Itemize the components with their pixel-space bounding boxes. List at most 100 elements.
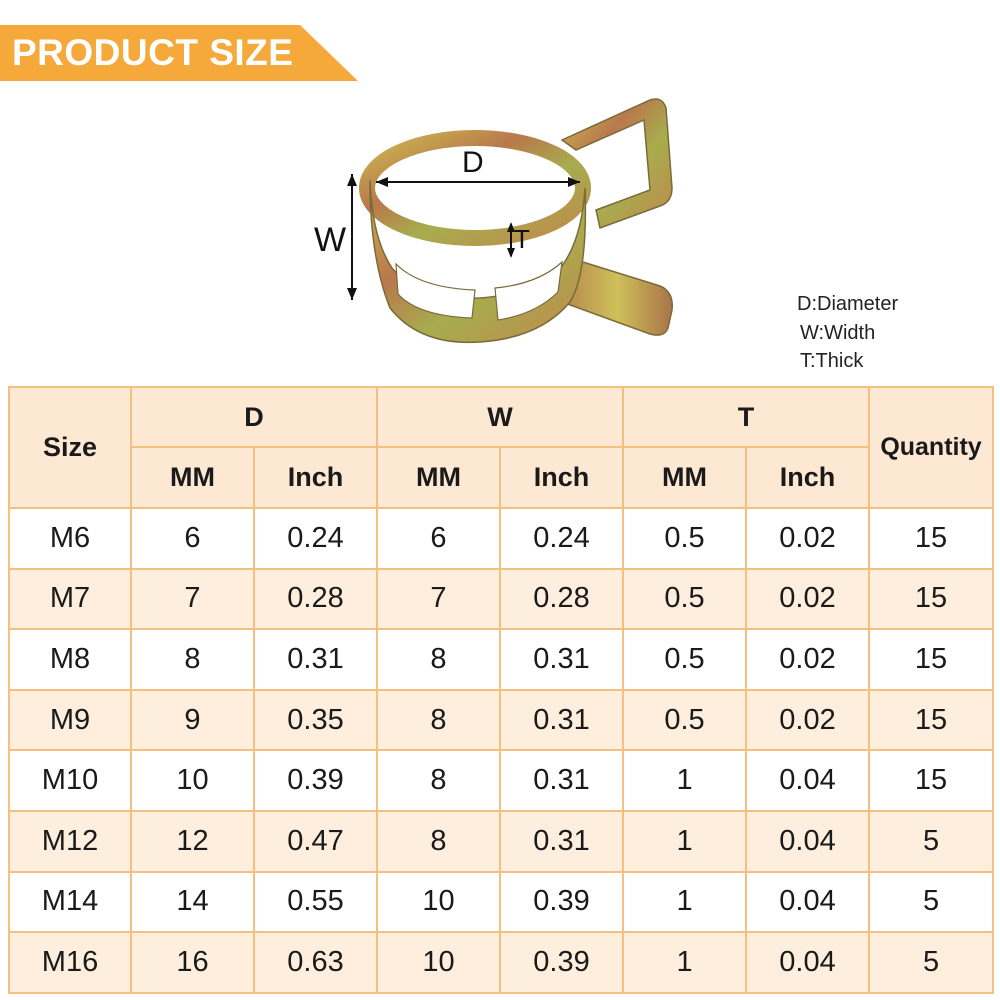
cell-size: M9	[8, 688, 132, 752]
cell-t-mm: 0.5	[622, 628, 748, 691]
cell-d-mm: 7	[130, 567, 255, 631]
cell-t-inch: 0.04	[745, 809, 871, 873]
d-arrow-left	[376, 177, 388, 187]
banner-title: PRODUCT SIZE	[12, 32, 294, 73]
cell-w-inch: 0.28	[498, 567, 625, 631]
header-quantity: Quantity	[868, 386, 995, 509]
slot-right	[494, 260, 563, 321]
title-banner: PRODUCT SIZE	[0, 25, 358, 81]
dimension-legend: D:Diameter W:Width T:Thick	[797, 290, 898, 376]
cell-d-mm: 16	[130, 931, 255, 994]
cell-w-inch: 0.31	[498, 688, 625, 752]
slot-left	[395, 262, 476, 319]
cell-w-mm: 8	[376, 628, 501, 691]
cell-t-inch: 0.02	[745, 507, 871, 570]
cell-t-mm: 0.5	[622, 688, 748, 752]
cell-quantity: 15	[868, 628, 995, 691]
d-label: D	[462, 146, 484, 179]
cell-quantity: 15	[868, 567, 995, 631]
t-arrow-top	[507, 222, 515, 232]
cell-d-mm: 10	[130, 749, 255, 812]
w-label: W	[314, 221, 346, 259]
cell-t-inch: 0.04	[745, 870, 871, 934]
size-table: Size D W T Quantity MM Inch MM Inch MM I…	[8, 386, 995, 994]
legend-width: W:Width	[800, 321, 876, 344]
cell-w-inch: 0.31	[498, 749, 625, 812]
cell-size: M6	[8, 507, 132, 570]
ring-top-band	[359, 130, 591, 246]
cell-t-mm: 1	[622, 870, 748, 934]
header-d-mm: MM	[130, 446, 255, 509]
cell-w-inch: 0.39	[498, 931, 625, 994]
table-row: M7 7 0.28 7 0.28 0.5 0.02 15	[8, 567, 995, 631]
legend-thick: T:Thick	[800, 350, 864, 372]
cell-t-inch: 0.02	[745, 628, 871, 691]
cell-d-mm: 9	[130, 688, 255, 752]
cell-d-inch: 0.63	[253, 931, 378, 994]
cell-w-mm: 10	[376, 870, 501, 934]
cell-d-inch: 0.31	[253, 628, 378, 691]
header-w-inch: Inch	[498, 446, 625, 509]
cell-w-mm: 10	[376, 931, 501, 994]
cell-w-mm: 6	[376, 507, 501, 570]
cell-quantity: 5	[868, 809, 995, 873]
w-arrow-bottom	[347, 288, 357, 300]
spring-clip-figure: D W T	[300, 88, 700, 373]
cell-d-inch: 0.55	[253, 870, 378, 934]
table-row: M8 8 0.31 8 0.31 0.5 0.02 15	[8, 628, 995, 691]
w-arrow-top	[347, 174, 357, 186]
cell-t-inch: 0.02	[745, 567, 871, 631]
cell-t-mm: 0.5	[622, 567, 748, 631]
ring-front-band	[369, 179, 587, 344]
cell-size: M16	[8, 931, 132, 994]
cell-quantity: 15	[868, 749, 995, 812]
cell-w-mm: 8	[376, 688, 501, 752]
legend-diameter: D:Diameter	[797, 293, 899, 315]
header-t-mm: MM	[622, 446, 748, 509]
t-label: T	[514, 224, 530, 254]
cell-size: M14	[8, 870, 132, 934]
table-row: M10 10 0.39 8 0.31 1 0.04 15	[8, 749, 995, 812]
lower-tab-shape	[561, 257, 673, 336]
cell-d-inch: 0.28	[253, 567, 378, 631]
table-row: M16 16 0.63 10 0.39 1 0.04 5	[8, 931, 995, 994]
header-d: D	[130, 386, 378, 448]
d-arrow-right	[568, 177, 580, 187]
cell-t-mm: 0.5	[622, 507, 748, 570]
cell-d-mm: 6	[130, 507, 255, 570]
cell-w-mm: 7	[376, 567, 501, 631]
cell-d-inch: 0.35	[253, 688, 378, 752]
cell-w-mm: 8	[376, 749, 501, 812]
t-arrow-bottom	[507, 248, 515, 258]
cell-d-mm: 14	[130, 870, 255, 934]
table-row: M14 14 0.55 10 0.39 1 0.04 5	[8, 870, 995, 934]
cell-t-inch: 0.02	[745, 688, 871, 752]
header-d-inch: Inch	[253, 446, 378, 509]
header-w: W	[375, 386, 625, 448]
table-row: M6 6 0.24 6 0.24 0.5 0.02 15	[8, 507, 995, 570]
cell-quantity: 15	[868, 507, 995, 570]
cell-d-inch: 0.39	[253, 749, 378, 812]
cell-size: M10	[8, 749, 132, 812]
cell-d-mm: 12	[130, 809, 255, 873]
cell-d-mm: 8	[130, 628, 255, 691]
cell-quantity: 5	[868, 931, 995, 994]
upper-handle-shape	[560, 98, 673, 229]
cell-d-inch: 0.24	[253, 507, 378, 570]
header-size: Size	[8, 386, 132, 509]
cell-w-mm: 8	[376, 809, 501, 873]
cell-w-inch: 0.39	[498, 870, 625, 934]
cell-w-inch: 0.31	[498, 628, 625, 691]
table-row: M12 12 0.47 8 0.31 1 0.04 5	[8, 809, 995, 873]
cell-t-mm: 1	[622, 809, 748, 873]
cell-size: M7	[8, 567, 132, 631]
cell-quantity: 5	[868, 870, 995, 934]
header-w-mm: MM	[376, 446, 501, 509]
table-row: M9 9 0.35 8 0.31 0.5 0.02 15	[8, 688, 995, 752]
header-t-inch: Inch	[745, 446, 871, 509]
cell-t-inch: 0.04	[745, 749, 871, 812]
cell-size: M12	[8, 809, 132, 873]
cell-quantity: 15	[868, 688, 995, 752]
spring-clip-illustration: D W T	[314, 98, 673, 344]
cell-t-mm: 1	[622, 749, 748, 812]
